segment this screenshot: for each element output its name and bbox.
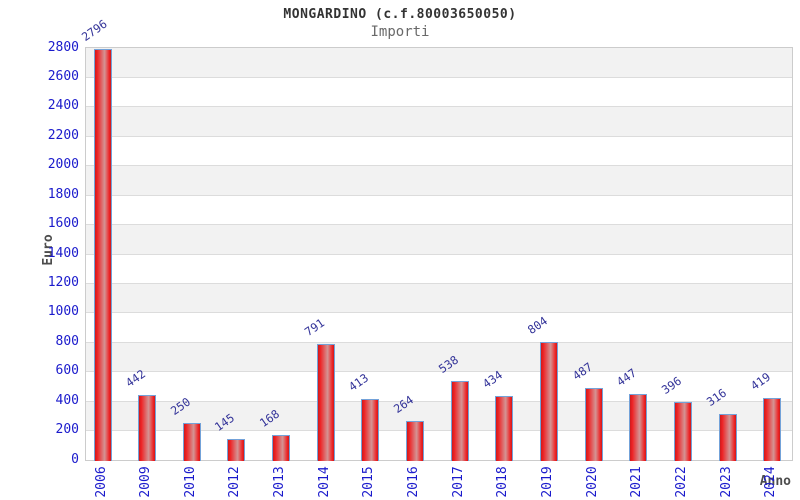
y-tick-label: 2200 bbox=[47, 127, 79, 143]
x-tick-label: 2022 bbox=[673, 466, 689, 498]
grid-band bbox=[86, 224, 792, 254]
gridline bbox=[86, 400, 792, 402]
gridline bbox=[86, 106, 792, 108]
x-axis-title: Anno bbox=[759, 474, 791, 489]
x-tick-label: 2010 bbox=[182, 466, 198, 498]
x-tick-label: 2016 bbox=[406, 466, 422, 498]
bar bbox=[182, 423, 201, 461]
x-tick-label: 2024 bbox=[763, 466, 779, 498]
x-tick-label: 2006 bbox=[93, 466, 109, 498]
gridline bbox=[86, 312, 792, 314]
bar bbox=[584, 388, 603, 461]
x-tick-label: 2023 bbox=[718, 466, 734, 498]
bar bbox=[227, 438, 246, 461]
y-tick-label: 600 bbox=[55, 363, 79, 379]
x-tick-label: 2017 bbox=[450, 466, 466, 498]
grid-band bbox=[86, 48, 792, 78]
grid-band bbox=[86, 106, 792, 137]
y-tick-label: 2600 bbox=[47, 68, 79, 84]
y-tick-label: 0 bbox=[71, 451, 79, 467]
gridline bbox=[86, 76, 792, 78]
bar bbox=[316, 343, 335, 461]
grid-band bbox=[86, 165, 792, 196]
grid-band bbox=[86, 342, 792, 372]
y-tick-label: 2800 bbox=[47, 39, 79, 55]
bar bbox=[138, 394, 157, 461]
y-tick-label: 2000 bbox=[47, 157, 79, 173]
gridline bbox=[86, 135, 792, 137]
gridline bbox=[86, 371, 792, 373]
x-tick-label: 2021 bbox=[629, 466, 645, 498]
x-tick-label: 2013 bbox=[272, 466, 288, 498]
gridline bbox=[86, 224, 792, 226]
y-tick-label: 400 bbox=[55, 392, 79, 408]
bar bbox=[450, 380, 469, 461]
y-tick-label: 1600 bbox=[47, 216, 79, 232]
x-tick-label: 2019 bbox=[540, 466, 555, 498]
bar bbox=[718, 413, 737, 461]
x-tick-label: 2014 bbox=[316, 466, 332, 498]
gridline bbox=[86, 430, 792, 432]
x-tick-label: 2018 bbox=[495, 466, 511, 498]
y-tick-label: 200 bbox=[55, 422, 79, 438]
bar bbox=[540, 341, 558, 461]
y-tick-label: 1800 bbox=[47, 186, 79, 202]
gridline bbox=[86, 194, 792, 196]
x-tick-label: 2020 bbox=[584, 466, 600, 498]
gridline bbox=[86, 253, 792, 255]
y-tick-label: 2400 bbox=[47, 98, 79, 114]
x-tick-label: 2015 bbox=[361, 466, 377, 498]
x-tick-label: 2009 bbox=[138, 466, 154, 498]
bar bbox=[673, 401, 692, 461]
bar bbox=[406, 421, 425, 461]
chart-subtitle: Importi bbox=[370, 24, 430, 40]
y-tick-label: 1400 bbox=[47, 245, 79, 261]
gridline bbox=[86, 282, 792, 284]
bar bbox=[629, 394, 648, 461]
gridline bbox=[86, 341, 792, 343]
gridline bbox=[86, 165, 792, 167]
x-tick-label: 2012 bbox=[227, 466, 243, 498]
bar bbox=[93, 48, 112, 461]
chart-title: MONGARDINO (c.f.80003650050) bbox=[283, 7, 517, 22]
bar bbox=[763, 398, 782, 461]
grid-band bbox=[86, 283, 792, 313]
bar bbox=[361, 399, 380, 461]
y-tick-label: 1000 bbox=[47, 304, 79, 320]
plot-area bbox=[85, 47, 793, 461]
bar bbox=[272, 435, 291, 461]
bar bbox=[495, 396, 514, 461]
y-tick-label: 1200 bbox=[47, 274, 79, 290]
y-tick-label: 800 bbox=[55, 333, 79, 349]
